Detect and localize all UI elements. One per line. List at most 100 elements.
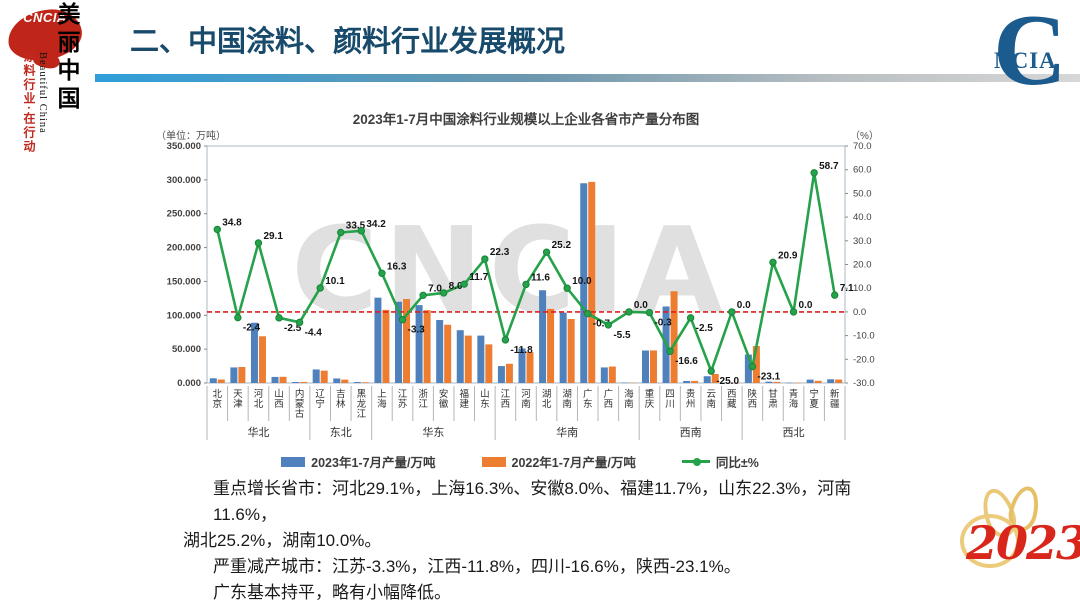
svg-text:16.3: 16.3	[387, 261, 407, 272]
svg-text:7.0: 7.0	[428, 283, 442, 294]
svg-text:-5.5: -5.5	[613, 330, 631, 341]
svg-text:甘: 甘	[768, 388, 778, 400]
note-guangdong-line: 广东基本持平，略有小幅降低。	[213, 583, 451, 602]
svg-text:-2.4: -2.4	[243, 323, 261, 334]
svg-text:川: 川	[665, 399, 675, 410]
year-2023-rabbit-graphic: 2023	[952, 483, 1080, 584]
svg-text:-0.7: -0.7	[593, 319, 611, 330]
svg-text:海: 海	[377, 398, 387, 410]
svg-text:江: 江	[501, 389, 511, 400]
sidebar-brand-cn: 美丽中国	[54, 2, 80, 114]
svg-text:22.3: 22.3	[490, 247, 510, 258]
svg-text:京: 京	[213, 398, 223, 410]
svg-text:四: 四	[665, 389, 675, 400]
svg-text:东: 东	[583, 398, 593, 410]
svg-text:华北: 华北	[247, 425, 269, 439]
legend-item-yoy: 同比±%	[681, 452, 759, 471]
svg-text:龙: 龙	[357, 398, 367, 410]
svg-text:海: 海	[789, 398, 799, 410]
svg-text:150.000: 150.000	[167, 276, 201, 287]
svg-text:津: 津	[233, 399, 243, 410]
svg-text:0.0: 0.0	[634, 300, 648, 311]
corner-logo-c-glyph: C	[993, 0, 1067, 107]
summary-notes: 重点增长省市：河北29.1%，上海16.3%、安徽8.0%、福建11.7%，山东…	[183, 476, 903, 606]
svg-text:辽: 辽	[315, 388, 325, 400]
svg-text:西: 西	[748, 399, 758, 410]
svg-text:宁: 宁	[315, 398, 325, 410]
svg-text:夏: 夏	[809, 399, 819, 410]
svg-text:-10.0: -10.0	[853, 331, 875, 342]
svg-text:南: 南	[624, 398, 634, 410]
svg-text:南: 南	[562, 398, 572, 410]
svg-text:湖: 湖	[542, 389, 552, 400]
svg-text:西: 西	[727, 389, 737, 400]
svg-text:徽: 徽	[439, 398, 449, 410]
svg-text:山: 山	[480, 389, 490, 400]
svg-text:安: 安	[439, 388, 449, 400]
svg-text:（单位：万吨）: （单位：万吨）	[156, 129, 226, 142]
svg-text:东北: 东北	[330, 426, 352, 439]
svg-text:11.7: 11.7	[469, 272, 488, 283]
svg-text:浙: 浙	[418, 388, 428, 400]
cncia-logo-text: CNCIA	[23, 10, 67, 25]
svg-text:30.0: 30.0	[853, 236, 872, 247]
svg-text:-25.0: -25.0	[716, 376, 739, 387]
svg-text:南: 南	[521, 398, 531, 410]
svg-text:-2.5: -2.5	[284, 323, 302, 334]
svg-text:吉: 吉	[336, 389, 346, 400]
svg-text:江: 江	[398, 389, 408, 400]
svg-text:34.8: 34.8	[222, 217, 242, 228]
svg-text:肃: 肃	[768, 398, 778, 410]
svg-text:云: 云	[706, 389, 716, 400]
svg-text:-16.6: -16.6	[675, 356, 698, 367]
svg-text:0.000: 0.000	[177, 378, 201, 389]
chart-legend: 2023年1-7月产量/万吨 2022年1-7月产量/万吨 同比±%	[150, 452, 890, 471]
svg-text:建: 建	[460, 398, 470, 410]
svg-text:350.000: 350.000	[167, 141, 201, 152]
svg-text:宁: 宁	[809, 388, 819, 400]
svg-text:藏: 藏	[727, 398, 737, 410]
svg-text:天: 天	[233, 389, 243, 400]
svg-text:西: 西	[604, 399, 614, 410]
svg-text:西南: 西南	[680, 426, 702, 439]
svg-text:-0.3: -0.3	[654, 318, 672, 329]
title-underline-bar	[95, 74, 1080, 82]
svg-text:50.0: 50.0	[853, 188, 872, 199]
svg-text:-2.5: -2.5	[696, 323, 714, 334]
svg-text:黑: 黑	[357, 389, 367, 400]
svg-text:西: 西	[501, 399, 511, 410]
svg-text:上: 上	[377, 389, 387, 400]
legend-item-2022: 2022年1-7月产量/万吨	[481, 452, 636, 471]
svg-text:湖: 湖	[562, 389, 572, 400]
legend-label-2023: 2023年1-7月产量/万吨	[311, 456, 436, 470]
svg-text:0.0: 0.0	[737, 300, 751, 311]
svg-text:北: 北	[254, 399, 264, 410]
svg-text:29.1: 29.1	[263, 231, 283, 242]
svg-text:10.0: 10.0	[572, 276, 592, 287]
svg-text:青: 青	[789, 388, 799, 400]
sidebar-slogan: 涂料行业·在行动	[22, 50, 36, 154]
svg-text:-11.8: -11.8	[510, 345, 533, 356]
svg-text:-3.3: -3.3	[408, 325, 426, 336]
svg-text:州: 州	[686, 399, 696, 410]
svg-text:疆: 疆	[830, 399, 840, 410]
svg-text:广: 广	[604, 388, 614, 400]
svg-text:2023年1-7月中国涂料行业规模以上企业各省市产量分布图: 2023年1-7月中国涂料行业规模以上企业各省市产量分布图	[353, 111, 700, 127]
svg-text:40.0: 40.0	[853, 212, 872, 223]
svg-text:20.9: 20.9	[778, 250, 798, 261]
slide: { "sidebar": { "logo_text": "CNCIA", "sl…	[5, 0, 1080, 602]
chart-canvas: 2023年1-7月中国涂料行业规模以上企业各省市产量分布图 （单位：万吨） （%） 0…	[156, 111, 879, 440]
svg-text:海: 海	[624, 388, 634, 400]
svg-text:11.6: 11.6	[531, 272, 550, 283]
svg-text:60.0: 60.0	[853, 165, 872, 176]
page-title: 二、中国涂料、颜料行业发展概况	[130, 26, 566, 58]
sidebar-brand-en: Beautiful China	[37, 52, 48, 134]
svg-text:0.0: 0.0	[799, 300, 813, 311]
svg-text:25.2: 25.2	[552, 240, 572, 251]
svg-text:-23.1: -23.1	[757, 372, 780, 383]
rabbit-head-icon	[960, 514, 1020, 568]
svg-text:200.000: 200.000	[167, 243, 201, 254]
svg-text:南: 南	[706, 398, 716, 410]
svg-text:蒙: 蒙	[295, 398, 305, 410]
svg-text:0.0: 0.0	[853, 307, 866, 318]
